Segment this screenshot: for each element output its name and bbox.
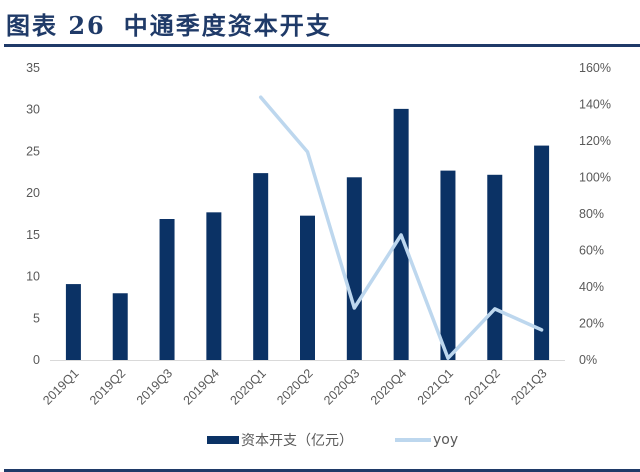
- y-right-tick-label: 80%: [579, 207, 604, 221]
- x-tick-label: 2020Q2: [274, 366, 315, 407]
- bottom-divider: [4, 469, 640, 472]
- y-left-tick-label: 15: [26, 228, 40, 242]
- yoy-line: [258, 95, 544, 360]
- figure-number: 图表 26: [6, 10, 106, 40]
- capex-bar: [112, 293, 128, 360]
- capex-bar: [300, 215, 315, 360]
- x-tick-label: 2020Q1: [227, 366, 268, 407]
- y-right-tick-label: 120%: [579, 134, 611, 148]
- y-left-tick-label: 10: [26, 270, 40, 284]
- x-tick-label: 2019Q3: [134, 366, 175, 407]
- bar-swatch-icon: [207, 436, 239, 444]
- x-tick-label: 2019Q2: [87, 366, 128, 407]
- y-left-tick-label: 30: [26, 103, 40, 117]
- x-tick-label: 2019Q4: [181, 366, 222, 407]
- y-left-tick-label: 5: [33, 311, 40, 325]
- chart-legend: 资本开支（亿元） yoy: [207, 430, 500, 450]
- y-right-tick-label: 0%: [579, 353, 597, 367]
- x-tick-label: 2021Q3: [508, 366, 549, 407]
- y-right-tick-label: 140%: [579, 98, 611, 112]
- y-left-tick-label: 25: [26, 144, 40, 158]
- x-tick-label: 2019Q1: [40, 366, 81, 407]
- y-right-tick-label: 20%: [579, 317, 604, 331]
- figure-title: 图表 26 中通季度资本开支: [6, 6, 332, 40]
- y-left-tick-label: 35: [26, 61, 40, 75]
- capex-bar: [253, 173, 269, 360]
- y-right-tick-label: 100%: [579, 171, 611, 185]
- x-tick-label: 2021Q2: [462, 366, 503, 407]
- figure-title-text: 中通季度资本开支: [123, 10, 332, 40]
- y-right-tick-label: 160%: [579, 61, 611, 75]
- legend-label-capex: 资本开支（亿元）: [241, 433, 353, 449]
- line-swatch-icon: [395, 438, 431, 442]
- legend-item-capex: 资本开支（亿元）: [207, 430, 353, 450]
- y-right-tick-label: 60%: [579, 244, 604, 258]
- combo-chart: 0 5 10 15 20 25 30 35 0% 20% 40% 60% 80% 100% 120% 140%…: [26, 61, 611, 408]
- y-left-tick-label: 0: [33, 353, 40, 367]
- y-left-tick-label: 20: [26, 186, 40, 200]
- x-tick-label: 2021Q1: [415, 366, 456, 407]
- x-tick-label: 2020Q3: [321, 366, 362, 407]
- x-tick-label: 2020Q4: [368, 366, 409, 407]
- capex-bar: [159, 219, 175, 360]
- legend-item-yoy: yoy: [395, 432, 458, 448]
- capex-bar: [534, 145, 550, 360]
- capex-bar: [206, 212, 222, 360]
- capex-bar: [65, 284, 81, 360]
- capex-bar: [440, 170, 456, 360]
- legend-label-yoy: yoy: [433, 432, 459, 448]
- y-right-tick-label: 40%: [579, 280, 604, 294]
- title-divider: [4, 44, 640, 47]
- capex-bar: [346, 177, 362, 360]
- capex-bar: [487, 174, 503, 360]
